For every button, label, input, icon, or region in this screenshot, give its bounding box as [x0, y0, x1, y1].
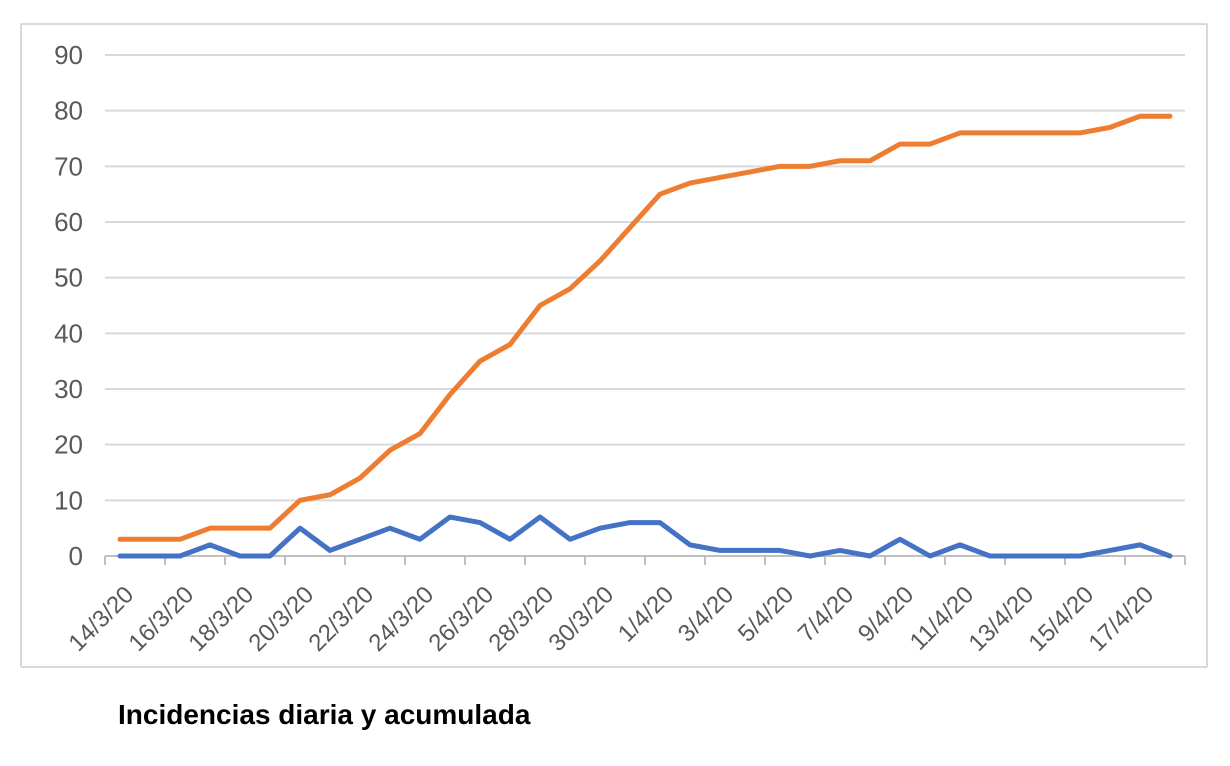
x-axis-label: 13/4/20 [964, 581, 1040, 657]
x-axis-label: 26/3/20 [424, 581, 500, 657]
y-axis-label: 70 [54, 151, 83, 181]
x-axis-label: 1/4/20 [613, 581, 679, 647]
x-axis-label: 16/3/20 [124, 581, 200, 657]
y-axis-label: 60 [54, 207, 83, 237]
x-axis-label: 7/4/20 [793, 581, 859, 647]
series-acumulada-line [117, 113, 1173, 542]
x-axis-label: 5/4/20 [733, 581, 799, 647]
chart-title: Incidencias diaria y acumulada [118, 699, 531, 730]
chart-container: 0 10 20 30 40 50 60 70 80 90 14/3/20 16/3/20 18/3/20… [20, 23, 1208, 668]
x-axis-label: 11/4/20 [905, 581, 979, 655]
x-axis-label: 18/3/20 [184, 581, 260, 657]
x-axis-label: 15/4/20 [1024, 581, 1100, 657]
y-axis-label: 90 [54, 40, 83, 70]
x-axis-label: 30/3/20 [544, 581, 620, 657]
x-axis-label: 22/3/20 [304, 581, 380, 657]
y-axis-label: 0 [69, 541, 83, 571]
y-axis-label: 20 [54, 430, 83, 460]
series-diaria-line [117, 514, 1173, 559]
y-axis-label: 40 [54, 318, 83, 348]
line-chart: 0 10 20 30 40 50 60 70 80 90 14/3/2016/3/2018/3/20… [54, 40, 1186, 657]
y-axis-label: 10 [54, 485, 83, 515]
x-axis-label: 14/3/20 [64, 581, 140, 657]
x-axis-labels: 14/3/2016/3/2018/3/2020/3/2022/3/2024/3/… [64, 581, 1160, 657]
y-axis-label: 30 [54, 374, 83, 404]
x-axis-label: 20/3/20 [244, 581, 320, 657]
x-axis-label: 17/4/20 [1084, 581, 1160, 657]
x-axis-label: 28/3/20 [484, 581, 560, 657]
y-axis-label: 50 [54, 263, 83, 293]
gridlines [105, 54, 1185, 502]
x-axis-label: 3/4/20 [673, 581, 739, 647]
x-axis-label: 24/3/20 [364, 581, 440, 657]
y-axis-labels: 0 10 20 30 40 50 60 70 80 90 [54, 40, 83, 571]
y-axis-label: 80 [54, 96, 83, 126]
